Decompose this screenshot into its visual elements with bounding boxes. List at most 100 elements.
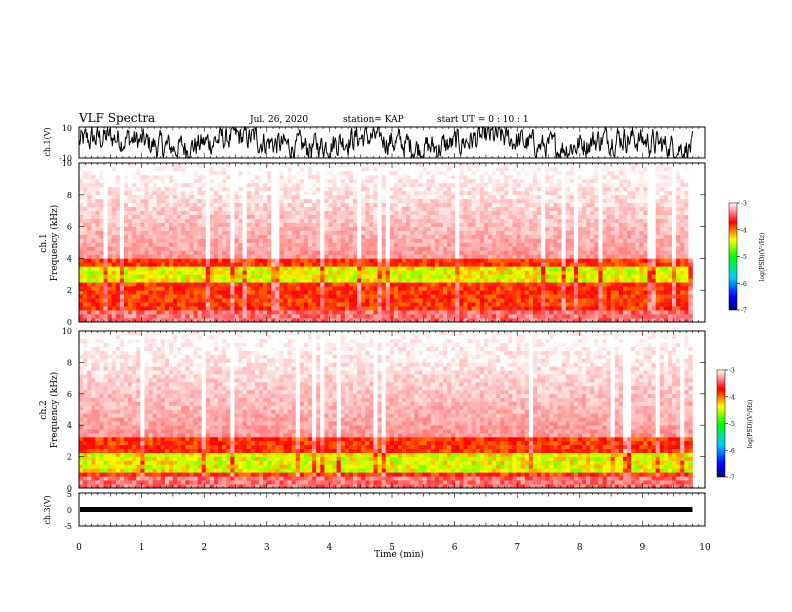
spectrogram-cell xyxy=(398,182,403,188)
figure-title: VLF Spectra xyxy=(78,111,155,125)
spectrogram-cell xyxy=(479,163,485,168)
spectrogram-cell xyxy=(148,210,153,215)
spectrogram-cell xyxy=(377,206,382,211)
spectrogram-cell xyxy=(95,186,100,192)
spectrogram-cell xyxy=(320,306,325,311)
spectrogram-cell xyxy=(438,174,444,180)
spectrogram-cell xyxy=(385,242,391,247)
spectrogram-cell xyxy=(234,314,239,319)
spectrogram-cell xyxy=(250,262,256,267)
spectrogram-cell xyxy=(316,222,321,227)
spectrogram-cell xyxy=(128,226,133,231)
spectrogram-cell xyxy=(185,306,190,311)
spectrogram-cell xyxy=(226,274,231,279)
spectrogram-cell xyxy=(271,242,276,247)
spectrogram-cell xyxy=(393,266,399,271)
spectrogram-cell xyxy=(193,310,198,315)
spectrogram-cell xyxy=(132,270,137,275)
spectrogram-cell xyxy=(185,270,190,275)
spectrogram-cell xyxy=(132,198,137,204)
spectrogram-cell xyxy=(279,198,284,204)
spectrogram-cell xyxy=(79,230,84,235)
spectrogram-cell xyxy=(528,238,534,243)
spectrogram-cell xyxy=(373,242,378,247)
spectrogram-cell xyxy=(459,262,464,267)
spectrogram-cell xyxy=(557,190,562,196)
spectrogram-cell xyxy=(226,238,231,243)
spectrogram-cell xyxy=(332,270,337,275)
spectrogram-cell xyxy=(132,194,137,200)
spectrogram-cell xyxy=(173,170,178,176)
spectrogram-cell xyxy=(340,170,346,176)
spectrogram-cell xyxy=(524,286,530,291)
spectrogram-cell xyxy=(545,182,550,188)
spectrogram-cell xyxy=(213,262,219,267)
spectrogram-cell xyxy=(561,262,566,267)
spectrogram-cell xyxy=(267,178,272,184)
spectrogram-cell xyxy=(132,166,137,172)
spectrogram-cell xyxy=(119,262,125,267)
spectrogram-cell xyxy=(238,282,243,287)
spectrogram-cell xyxy=(447,306,452,311)
spectrogram-cell xyxy=(357,274,362,279)
spectrogram-cell xyxy=(144,290,149,295)
spectrogram-cell xyxy=(287,266,292,271)
spectrogram-cell xyxy=(500,222,505,227)
spectrogram-cell xyxy=(479,218,485,223)
spectrogram-cell xyxy=(87,306,92,311)
spectrogram-cell xyxy=(516,310,522,315)
spectrogram-cell xyxy=(332,306,337,311)
spectrogram-cell xyxy=(406,286,411,291)
spectrogram-cell xyxy=(254,278,260,283)
spectrogram-cell xyxy=(332,310,337,315)
spectrogram-cell xyxy=(164,186,170,192)
spectrogram-cell xyxy=(164,254,170,259)
spectrogram-cell xyxy=(496,286,501,291)
spectrogram-cell xyxy=(422,214,427,219)
spectrogram-cell xyxy=(332,170,337,176)
spectrogram-cell xyxy=(438,314,444,319)
spectrogram-cell xyxy=(463,206,468,211)
spectrogram-cell xyxy=(79,210,84,215)
spectrogram-cell xyxy=(271,198,276,204)
spectrogram-cell xyxy=(148,206,153,211)
spectrogram-cell xyxy=(402,186,407,192)
spectrogram-cell xyxy=(516,166,522,172)
spectrogram-cell xyxy=(303,262,309,267)
spectrogram-cell xyxy=(528,182,534,188)
spectrogram-cell xyxy=(430,282,436,287)
spectrogram-cell xyxy=(230,270,235,275)
spectrogram-cell xyxy=(168,294,174,299)
spectrogram-cell xyxy=(177,270,182,275)
spectrogram-cell xyxy=(516,214,522,219)
spectrogram-cell xyxy=(177,210,182,215)
spectrogram-cell xyxy=(532,218,538,223)
spectrogram-cell xyxy=(258,286,264,291)
spectrogram-cell xyxy=(357,258,362,263)
spectrogram-cell xyxy=(467,310,472,315)
spectrogram-cell xyxy=(557,198,562,204)
spectrogram-cell xyxy=(111,282,117,287)
spectrogram-cell xyxy=(451,246,456,251)
spectrogram-cell xyxy=(492,238,497,243)
spectrogram-cell xyxy=(275,198,280,204)
spectrogram-cell xyxy=(197,242,202,247)
spectrogram-cell xyxy=(369,290,374,295)
spectrogram-cell xyxy=(156,302,162,307)
spectrogram-cell xyxy=(238,178,243,184)
spectrogram-cell xyxy=(475,238,481,243)
spectrogram-cell xyxy=(344,286,350,291)
spectrogram-cell xyxy=(128,274,133,279)
spectrogram-cell xyxy=(119,274,125,279)
spectrogram-cell xyxy=(406,234,411,239)
spectrogram-cell xyxy=(258,234,264,239)
spectrogram-cell xyxy=(496,222,501,227)
spectrogram-cell xyxy=(402,218,407,223)
spectrogram-cell xyxy=(381,246,387,251)
spectrogram-cell xyxy=(332,226,337,231)
spectrogram-cell xyxy=(414,230,419,235)
spectrogram-cell xyxy=(393,222,399,227)
spectrogram-cell xyxy=(123,306,129,311)
spectrogram-cell xyxy=(434,282,440,287)
spectrogram-cell xyxy=(287,178,292,184)
